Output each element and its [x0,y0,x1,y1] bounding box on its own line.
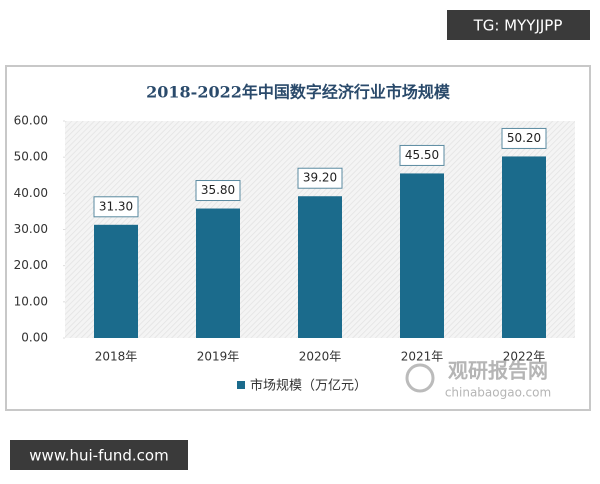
watermark-en: chinabaogao.com [445,386,551,400]
y-tick-label: 50.00 [14,150,48,164]
site-text: www.hui-fund.com [29,447,168,465]
value-label-box [501,127,547,149]
x-tick-label: 2021年 [401,350,444,364]
value-label: 35.80 [201,183,235,197]
y-tick-label: 30.00 [14,222,48,236]
value-label: 50.20 [507,131,541,145]
y-tick-label: 40.00 [14,186,48,200]
y-tick-label: 20.00 [14,258,48,272]
value-label: 39.20 [303,171,337,185]
x-tick-label: 2022年 [503,350,546,364]
bar [400,173,444,338]
y-tick-label: 10.00 [14,294,48,308]
value-label-box [195,180,241,202]
legend-label: 市场规模（万亿元） [250,378,367,394]
watermark-cn: 观研报告网 [448,359,548,383]
legend-swatch [237,381,245,389]
value-label-box [399,144,445,166]
y-tick-label: 60.00 [14,114,48,128]
tg-text: TG: MYYJJPP [473,17,563,35]
y-tick-label: 0.00 [21,331,48,345]
value-label: 45.50 [405,148,439,162]
site-badge [10,440,188,470]
value-label-box [93,196,139,218]
bar [196,208,240,338]
bar [502,156,546,338]
value-label-box [297,167,343,189]
x-tick-label: 2019年 [197,350,240,364]
x-tick-label: 2020年 [299,350,342,364]
chart-title: 2018-2022年中国数字经济行业市场规模 [146,83,451,102]
bar [298,196,342,338]
x-tick-label: 2018年 [95,350,138,364]
value-label: 31.30 [99,199,133,213]
bar [94,224,138,338]
tg-badge [447,10,590,40]
watermark-logo [405,363,435,393]
